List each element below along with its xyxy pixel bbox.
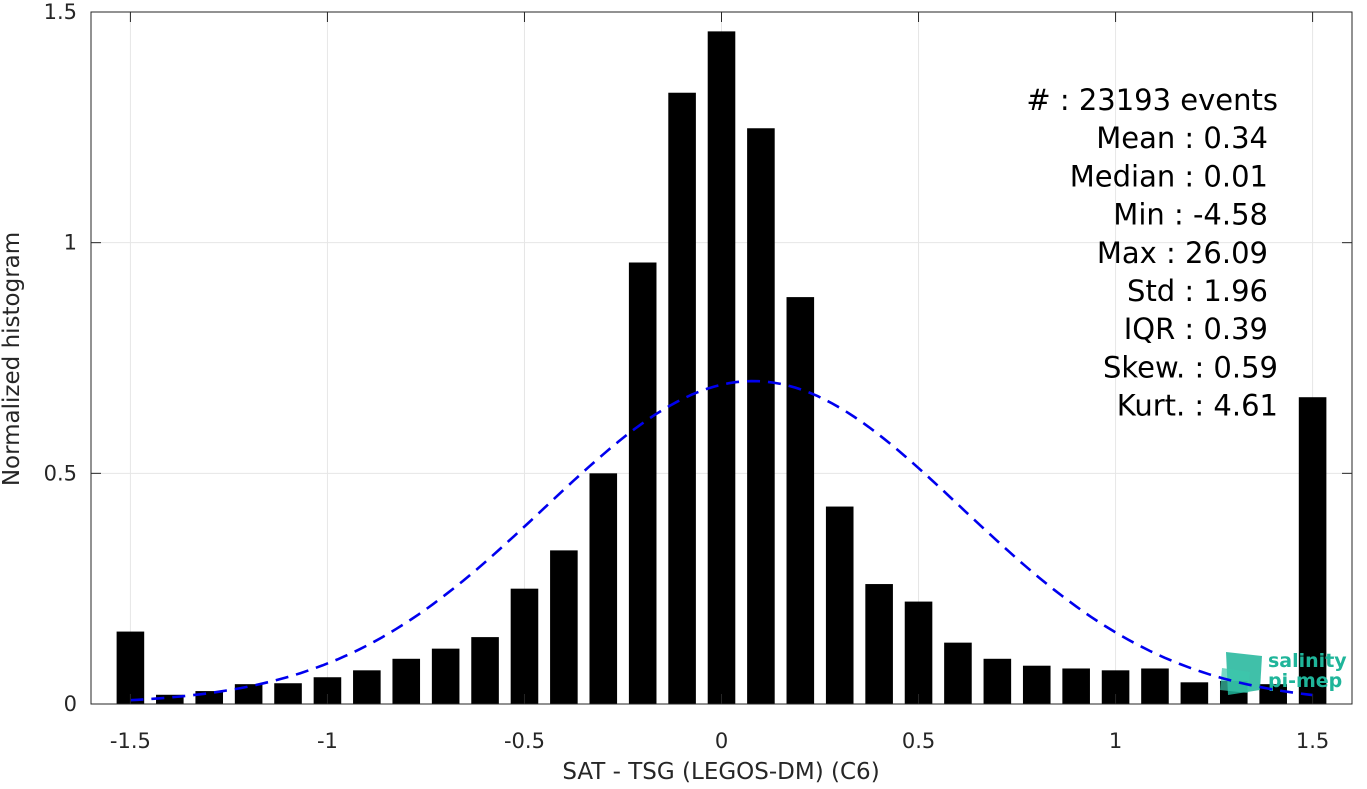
x-tick-label: 1.5 [1296, 729, 1329, 753]
y-tick-label: 0 [64, 692, 77, 716]
y-tick-label: 1 [64, 231, 77, 255]
histogram-bar [983, 658, 1012, 704]
histogram-bars [116, 31, 1327, 705]
stats-line: Median : 0.01 [1070, 159, 1268, 193]
histogram-bar [707, 31, 736, 705]
x-tick-label: -1.5 [110, 729, 151, 753]
stats-box: # : 23193 events Mean : 0.34 Median : 0.01… [1026, 83, 1278, 423]
y-axis-label: Normalized histogram [0, 232, 25, 486]
histogram-bar [471, 637, 499, 704]
x-tick-label: 1 [1109, 729, 1122, 753]
stats-line: Min : -4.58 [1113, 198, 1268, 232]
histogram-bar [1022, 665, 1051, 704]
stats-line: Kurt. : 4.61 [1117, 389, 1278, 423]
histogram-bar [786, 297, 815, 704]
histogram-bar [825, 506, 854, 704]
histogram-bar [392, 658, 421, 704]
histogram-bar [1180, 682, 1209, 704]
salinity-pi-mep-logo: salinity pi-mep [1220, 650, 1347, 695]
y-tick-labels: 0 0.5 1 1.5 [44, 0, 77, 716]
x-tick-label: 0.5 [902, 729, 935, 753]
stats-line: Std : 1.96 [1127, 274, 1268, 308]
histogram-bar [628, 262, 657, 704]
logo-mark-icon [1220, 652, 1262, 695]
logo-line-2: pi-mep [1268, 670, 1342, 692]
stats-line: IQR : 0.39 [1124, 312, 1268, 346]
stats-line: # : 23193 events [1026, 83, 1278, 117]
y-tick-label: 1.5 [44, 0, 77, 24]
x-tick-label: -1 [317, 729, 338, 753]
x-axis-label: SAT - TSG (LEGOS-DM) (C6) [562, 759, 879, 785]
histogram-bar [904, 601, 933, 704]
histogram-bar [865, 584, 893, 704]
histogram-bar [1062, 668, 1090, 704]
stats-line: Mean : 0.34 [1096, 121, 1268, 155]
axes-box [90, 11, 1353, 705]
x-tick-label: -0.5 [504, 729, 545, 753]
histogram-bar [550, 550, 578, 704]
histogram-bar [510, 588, 539, 704]
histogram-bar [156, 694, 184, 704]
stats-line: Skew. : 0.59 [1103, 350, 1278, 384]
histogram-bar [668, 92, 696, 704]
logo-line-1: salinity [1268, 650, 1347, 672]
histogram-bar [747, 128, 775, 705]
histogram-bar [353, 670, 381, 704]
x-tick-labels: -1.5 -1 -0.5 0 0.5 1 1.5 [110, 729, 1329, 753]
normal-fit-curve [130, 379, 1313, 702]
histogram-bar [116, 631, 145, 704]
histogram-bar [944, 642, 972, 704]
y-tick-label: 0.5 [44, 461, 77, 485]
histogram-bar [274, 683, 302, 704]
stats-line: Max : 26.09 [1097, 236, 1268, 270]
histogram-bar [1298, 397, 1327, 704]
x-tick-label: 0 [715, 729, 728, 753]
histogram-bar [431, 648, 460, 704]
histogram-bar [589, 473, 618, 704]
histogram-bar [1141, 668, 1169, 704]
